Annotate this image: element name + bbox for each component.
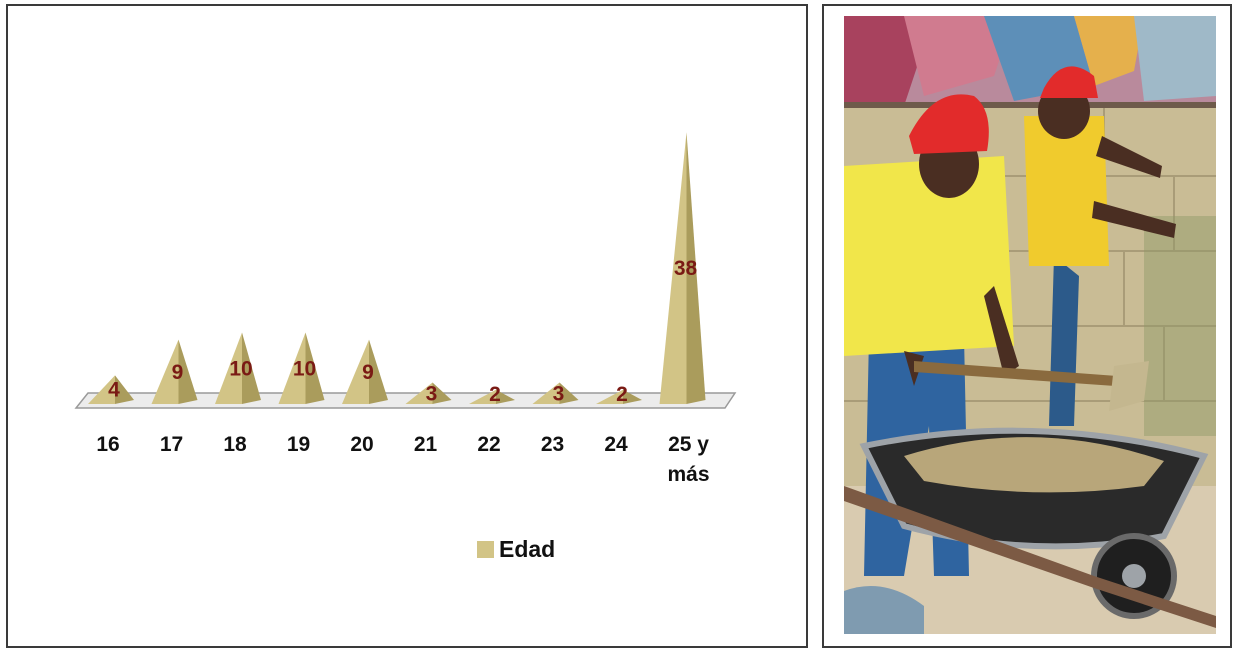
data-label: 38 bbox=[674, 257, 698, 280]
pyramid-chart: 49 10 10 93 2 3 238 16 17 18 19 20 21 22 23 24 25 y más … bbox=[74, 132, 737, 562]
pyramid-bar-shade bbox=[115, 375, 134, 404]
pyramid-bar bbox=[88, 375, 115, 404]
pyramid-bar-shade bbox=[686, 132, 706, 405]
data-labels-group: 4 9 10 10 9 3 2 3 2 38 bbox=[108, 257, 697, 406]
data-label: 9 bbox=[362, 361, 374, 384]
pyramid-bar bbox=[596, 389, 623, 404]
pyramid-bar-shade bbox=[305, 332, 325, 404]
legend: Edad bbox=[477, 536, 555, 562]
pyramid-bar-shade bbox=[242, 332, 261, 404]
x-tick-label: 16 bbox=[96, 433, 119, 456]
x-tick-label: 19 bbox=[287, 433, 310, 456]
pyramid-bar-shade bbox=[623, 389, 642, 404]
data-label: 9 bbox=[172, 361, 184, 384]
bars-group bbox=[88, 132, 706, 405]
x-tick-labels-group: 16 17 18 19 20 21 22 23 24 25 y más bbox=[96, 433, 709, 486]
data-label: 3 bbox=[553, 382, 565, 405]
pyramid-bar bbox=[659, 132, 687, 405]
pyramid-bar bbox=[342, 339, 369, 404]
x-tick-label: 25 y más bbox=[667, 433, 709, 486]
pyramid-bar bbox=[215, 332, 242, 404]
data-label: 10 bbox=[229, 357, 252, 380]
pyramid-bar bbox=[469, 389, 496, 404]
pyramid-bar bbox=[151, 339, 179, 404]
x-tick-label: 20 bbox=[350, 433, 373, 456]
data-label: 2 bbox=[489, 383, 501, 406]
legend-label: Edad bbox=[499, 536, 555, 562]
x-tick-label: 17 bbox=[160, 433, 183, 456]
data-label: 10 bbox=[293, 357, 316, 380]
pyramid-bar-shade bbox=[369, 339, 388, 404]
data-label: 2 bbox=[616, 383, 628, 406]
x-tick-label: 23 bbox=[541, 433, 564, 456]
pyramid-bar bbox=[278, 332, 306, 404]
x-tick-label: 22 bbox=[477, 433, 500, 456]
data-label: 4 bbox=[108, 379, 120, 402]
pyramid-bar-shade bbox=[178, 339, 198, 404]
pyramid-bar bbox=[532, 382, 560, 404]
x-tick-label: 24 bbox=[604, 433, 628, 456]
pyramid-bar-shade bbox=[496, 389, 515, 404]
pyramid-bar bbox=[405, 382, 433, 404]
legend-swatch bbox=[477, 541, 494, 558]
pyramid-bar-shade bbox=[559, 382, 579, 404]
pyramid-bar-shade bbox=[432, 382, 452, 404]
x-tick-label: 21 bbox=[414, 433, 438, 456]
data-label: 3 bbox=[426, 382, 438, 405]
x-tick-label: 18 bbox=[223, 433, 247, 456]
construction-workers-photo bbox=[844, 16, 1216, 634]
